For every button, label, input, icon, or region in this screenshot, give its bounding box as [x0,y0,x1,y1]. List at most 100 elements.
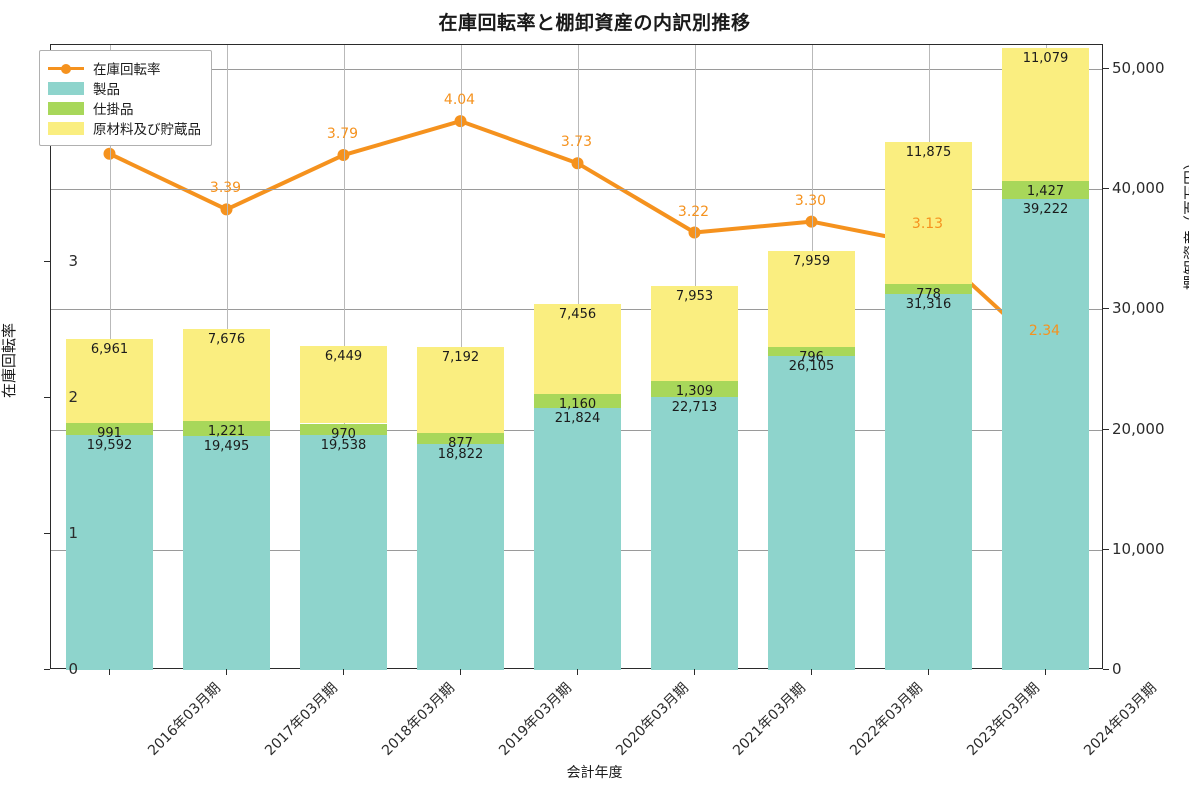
y-axis-right-tick-label: 10,000 [1112,539,1165,558]
bar-segment[interactable]: 26,105 [767,356,856,670]
bar-value-label: 6,961 [90,341,129,357]
bar-value-label: 21,824 [554,410,601,426]
bar-value-label: 1,309 [675,384,714,400]
y-axis-left-label: 在庫回転率 [0,322,18,398]
y-axis-right-tick [1103,68,1109,70]
bar-segment[interactable]: 11,875 [884,141,973,285]
bar-segment[interactable]: 19,495 [182,435,271,670]
x-axis-tick [225,669,227,675]
y-axis-right-tick-label: 0 [1112,660,1122,678]
chart-legend: 在庫回転率製品仕掛品 原材料及び貯蔵品 [39,50,212,146]
bar-value-label: 11,079 [1022,51,1069,67]
bar-value-label: 7,676 [207,331,246,347]
bar-value-label: 31,316 [905,296,952,312]
x-axis-tick [576,669,578,675]
bar-value-label: 11,875 [905,144,952,160]
legend-item[interactable]: 仕掛品 [48,98,201,118]
y-axis-left-tick [44,261,50,263]
y-axis-left-tick-label: 0 [68,660,78,678]
bar-value-label: 7,959 [792,254,831,269]
bar-segment[interactable]: 11,079 [1001,48,1090,182]
bar-segment[interactable]: 7,959 [767,251,856,347]
bar-segment[interactable]: 7,676 [182,328,271,421]
x-axis-tick [810,669,812,675]
chart-title: 在庫回転率と棚卸資産の内訳別推移 [438,12,751,34]
x-axis-tick-label: 2018年03月期 [378,680,458,759]
line-value-label: 3.22 [677,203,710,220]
y-axis-right-tick [1103,428,1109,430]
bar-value-label: 7,953 [675,288,714,304]
bar-segment[interactable]: 6,449 [299,345,388,424]
line-value-label: 2.34 [1028,323,1061,340]
bar-segment[interactable]: 21,824 [533,407,622,670]
bar-segment[interactable]: 7,953 [650,285,739,382]
x-axis-tick [342,669,344,675]
y-axis-right-tick-label: 50,000 [1112,59,1165,78]
bar-segment[interactable]: 991 [65,422,154,440]
y-axis-left-tick [44,397,50,399]
y-axis-right-tick-label: 30,000 [1112,299,1165,318]
bar-segment[interactable]: 19,538 [299,435,388,670]
bar-value-label: 18,822 [437,446,484,462]
bar-value-label: 6,449 [324,348,363,364]
y-axis-right-tick-label: 40,000 [1112,179,1165,198]
line-value-label: 3.30 [794,192,827,209]
legend-item-label: 仕掛品 [93,102,134,118]
legend-item[interactable]: 原材料及び貯蔵品 [48,118,201,138]
legend-item-label: 製品 [93,82,120,98]
y-axis-right-tick [1103,308,1109,310]
bar-segment[interactable]: 877 [416,433,505,450]
bar-value-label: 19,592 [86,437,133,453]
x-axis-tick-label: 2021年03月期 [729,680,809,759]
x-axis-label: 会計年度 [566,765,623,781]
x-axis-tick [459,669,461,675]
bar-segment[interactable]: 39,222 [1001,198,1090,670]
x-axis-tick [108,669,110,675]
y-axis-right-label: 棚卸資産（百万円） [1182,154,1189,290]
bar-segment[interactable]: 22,713 [650,397,739,670]
bar-segment[interactable]: 796 [767,346,856,364]
y-axis-right-tick-label: 20,000 [1112,419,1165,438]
x-axis-tick-label: 2024年03月期 [1080,680,1160,759]
y-axis-right-tick [1103,188,1109,190]
bar-value-label: 7,456 [558,307,597,323]
x-axis-tick-label: 2020年03月期 [612,680,692,759]
bar-value-label: 7,192 [441,349,480,365]
y-axis-left-tick-label: 1 [68,524,78,543]
bar-value-label: 26,105 [788,359,835,375]
bar-segment[interactable]: 1,309 [650,381,739,400]
y-axis-left-tick [44,533,50,535]
bar-value-label: 1,427 [1026,184,1065,200]
legend-line-marker-icon [48,62,84,75]
bar-segment[interactable]: 1,427 [1001,181,1090,200]
bar-segment[interactable]: 1,160 [533,393,622,411]
bar-segment[interactable]: 1,221 [182,421,271,438]
bar-segment[interactable]: 970 [299,423,388,441]
line-value-label: 3.39 [209,180,242,197]
bar-segment[interactable]: 7,456 [533,304,622,394]
bar-segment[interactable]: 7,192 [416,346,505,434]
x-axis-tick [1044,669,1046,675]
legend-item[interactable]: 在庫回転率 [48,58,201,78]
legend-color-swatch [48,121,84,135]
bar-segment[interactable]: 19,592 [65,434,154,670]
bar-segment[interactable]: 6,961 [65,338,154,423]
x-axis-tick-label: 2017年03月期 [261,680,341,759]
x-axis-tick [927,669,929,675]
plot-area: 19,592 991 6,961 19,495 1,221 7,676 19,538 970 6… [50,44,1103,670]
gridline-horizontal [51,189,1102,191]
y-axis-right-tick [1103,548,1109,550]
bar-value-label: 22,713 [671,400,718,415]
bar-value-label: 19,538 [320,438,367,454]
y-axis-left-tick [44,669,50,670]
legend-item[interactable]: 製品 [48,78,201,98]
bar-segment[interactable]: 778 [884,284,973,301]
bar-value-label: 19,495 [203,438,250,454]
y-axis-right-tick [1103,669,1109,670]
line-value-label: 3.73 [560,134,593,151]
bar-segment[interactable]: 18,822 [416,443,505,670]
legend-item-label: 在庫回転率 [93,62,161,78]
x-axis-tick-label: 2022年03月期 [846,680,926,759]
bar-segment[interactable]: 31,316 [884,293,973,670]
